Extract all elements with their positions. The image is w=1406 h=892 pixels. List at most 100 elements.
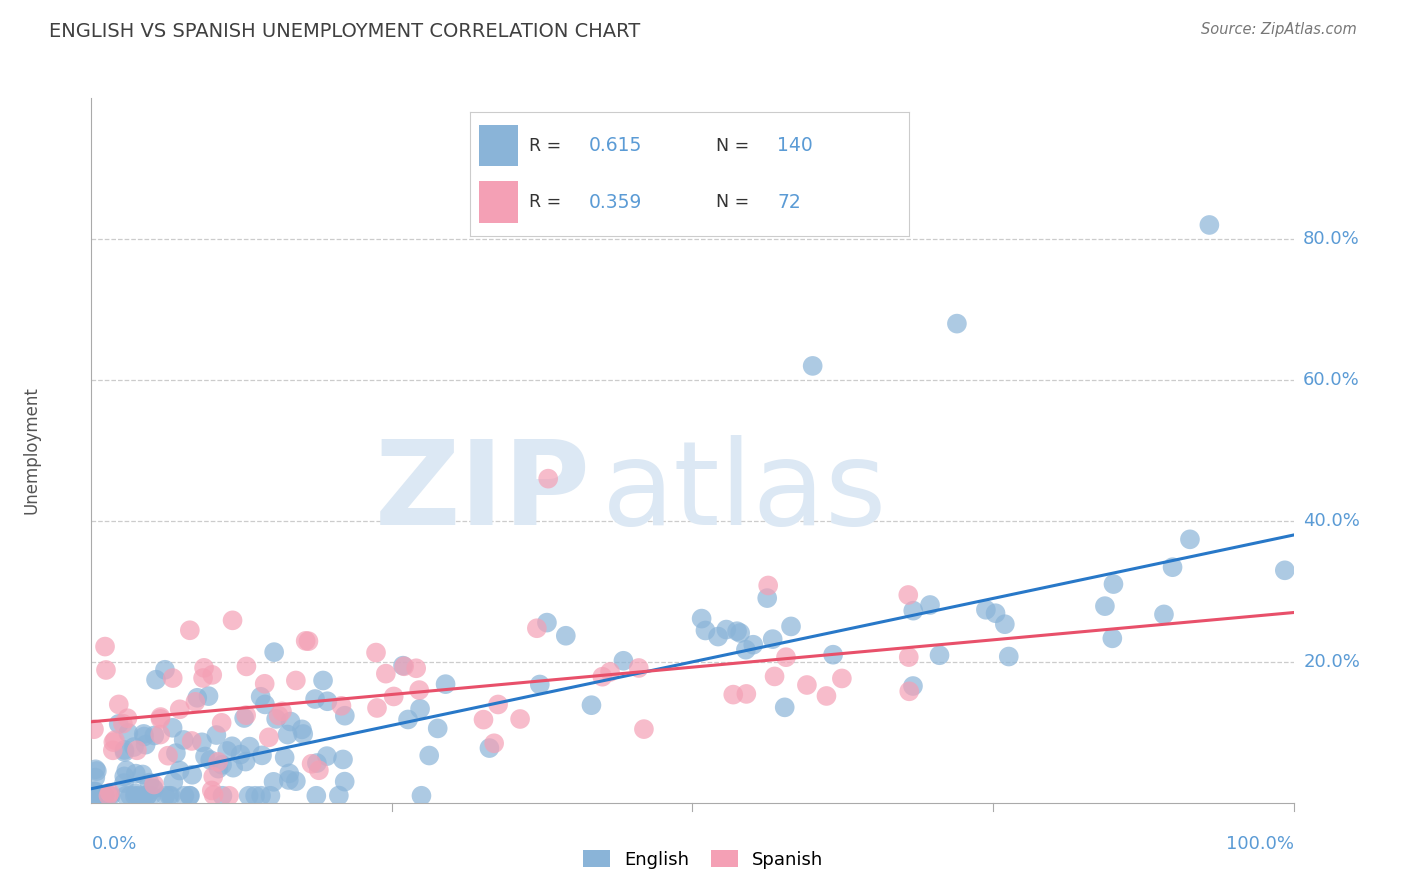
- Point: [201, 783, 224, 797]
- Point: [243, 789, 266, 803]
- Point: [763, 669, 786, 683]
- Point: [472, 713, 495, 727]
- Point: [1094, 599, 1116, 614]
- Point: [612, 654, 634, 668]
- Point: [284, 774, 307, 789]
- Point: [267, 708, 290, 723]
- Point: [211, 757, 233, 772]
- Point: [229, 747, 252, 762]
- Point: [107, 698, 129, 712]
- Point: [84, 789, 107, 803]
- Point: [142, 781, 165, 796]
- Text: ENGLISH VS SPANISH UNEMPLOYMENT CORRELATION CHART: ENGLISH VS SPANISH UNEMPLOYMENT CORRELAT…: [49, 22, 641, 41]
- Point: [153, 663, 176, 677]
- Point: [801, 359, 824, 373]
- Point: [186, 690, 208, 705]
- Point: [756, 578, 779, 592]
- Point: [84, 771, 107, 785]
- Point: [218, 789, 240, 803]
- Point: [831, 672, 853, 686]
- Point: [120, 789, 142, 803]
- Point: [928, 648, 950, 663]
- Point: [127, 789, 149, 803]
- Point: [122, 739, 145, 754]
- Point: [235, 755, 257, 769]
- Point: [1178, 533, 1201, 547]
- Point: [735, 687, 758, 701]
- Point: [257, 731, 280, 745]
- Point: [200, 753, 222, 767]
- Point: [149, 728, 172, 742]
- Point: [486, 698, 509, 712]
- Point: [330, 698, 353, 713]
- Point: [723, 688, 745, 702]
- Point: [207, 762, 229, 776]
- Point: [1161, 560, 1184, 574]
- Point: [250, 748, 273, 763]
- Point: [249, 690, 271, 704]
- Point: [277, 772, 299, 787]
- Point: [138, 775, 160, 789]
- Point: [263, 774, 285, 789]
- Point: [918, 598, 941, 612]
- Point: [221, 613, 243, 627]
- Text: 0.0%: 0.0%: [91, 835, 136, 853]
- Point: [315, 749, 337, 764]
- Point: [194, 749, 217, 764]
- Point: [145, 673, 167, 687]
- Text: 80.0%: 80.0%: [1303, 230, 1360, 248]
- Point: [392, 658, 415, 673]
- Point: [202, 788, 225, 802]
- Point: [135, 738, 157, 752]
- Point: [191, 671, 214, 685]
- Point: [297, 634, 319, 648]
- Point: [222, 761, 245, 775]
- Text: 100.0%: 100.0%: [1226, 835, 1294, 853]
- Point: [83, 785, 105, 799]
- Point: [202, 770, 225, 784]
- Point: [478, 741, 501, 756]
- Point: [903, 604, 925, 618]
- Point: [159, 789, 181, 803]
- Point: [211, 789, 233, 803]
- Point: [599, 665, 621, 679]
- Point: [173, 789, 195, 803]
- Point: [707, 630, 730, 644]
- Point: [554, 629, 576, 643]
- Point: [1198, 218, 1220, 232]
- Point: [191, 735, 214, 749]
- Point: [392, 659, 415, 673]
- Point: [98, 789, 121, 803]
- Point: [994, 617, 1017, 632]
- Point: [984, 606, 1007, 620]
- Point: [165, 746, 187, 760]
- Point: [823, 648, 845, 662]
- Point: [94, 663, 117, 677]
- Point: [124, 786, 146, 800]
- Point: [277, 727, 299, 741]
- Point: [695, 624, 717, 638]
- Point: [179, 789, 201, 803]
- Point: [725, 624, 748, 639]
- Point: [536, 615, 558, 630]
- Point: [180, 734, 202, 748]
- Point: [418, 748, 440, 763]
- Point: [1153, 607, 1175, 622]
- Point: [537, 472, 560, 486]
- Point: [780, 619, 803, 633]
- Text: atlas: atlas: [602, 435, 887, 550]
- Point: [94, 789, 117, 803]
- Point: [217, 744, 239, 758]
- Point: [238, 789, 260, 803]
- Point: [529, 677, 551, 691]
- Point: [239, 739, 262, 754]
- Point: [271, 704, 294, 718]
- Point: [136, 789, 159, 803]
- Point: [408, 683, 430, 698]
- Point: [301, 756, 323, 771]
- Point: [205, 728, 228, 742]
- Point: [104, 733, 127, 747]
- Point: [284, 673, 307, 688]
- Point: [149, 710, 172, 724]
- Point: [134, 730, 156, 744]
